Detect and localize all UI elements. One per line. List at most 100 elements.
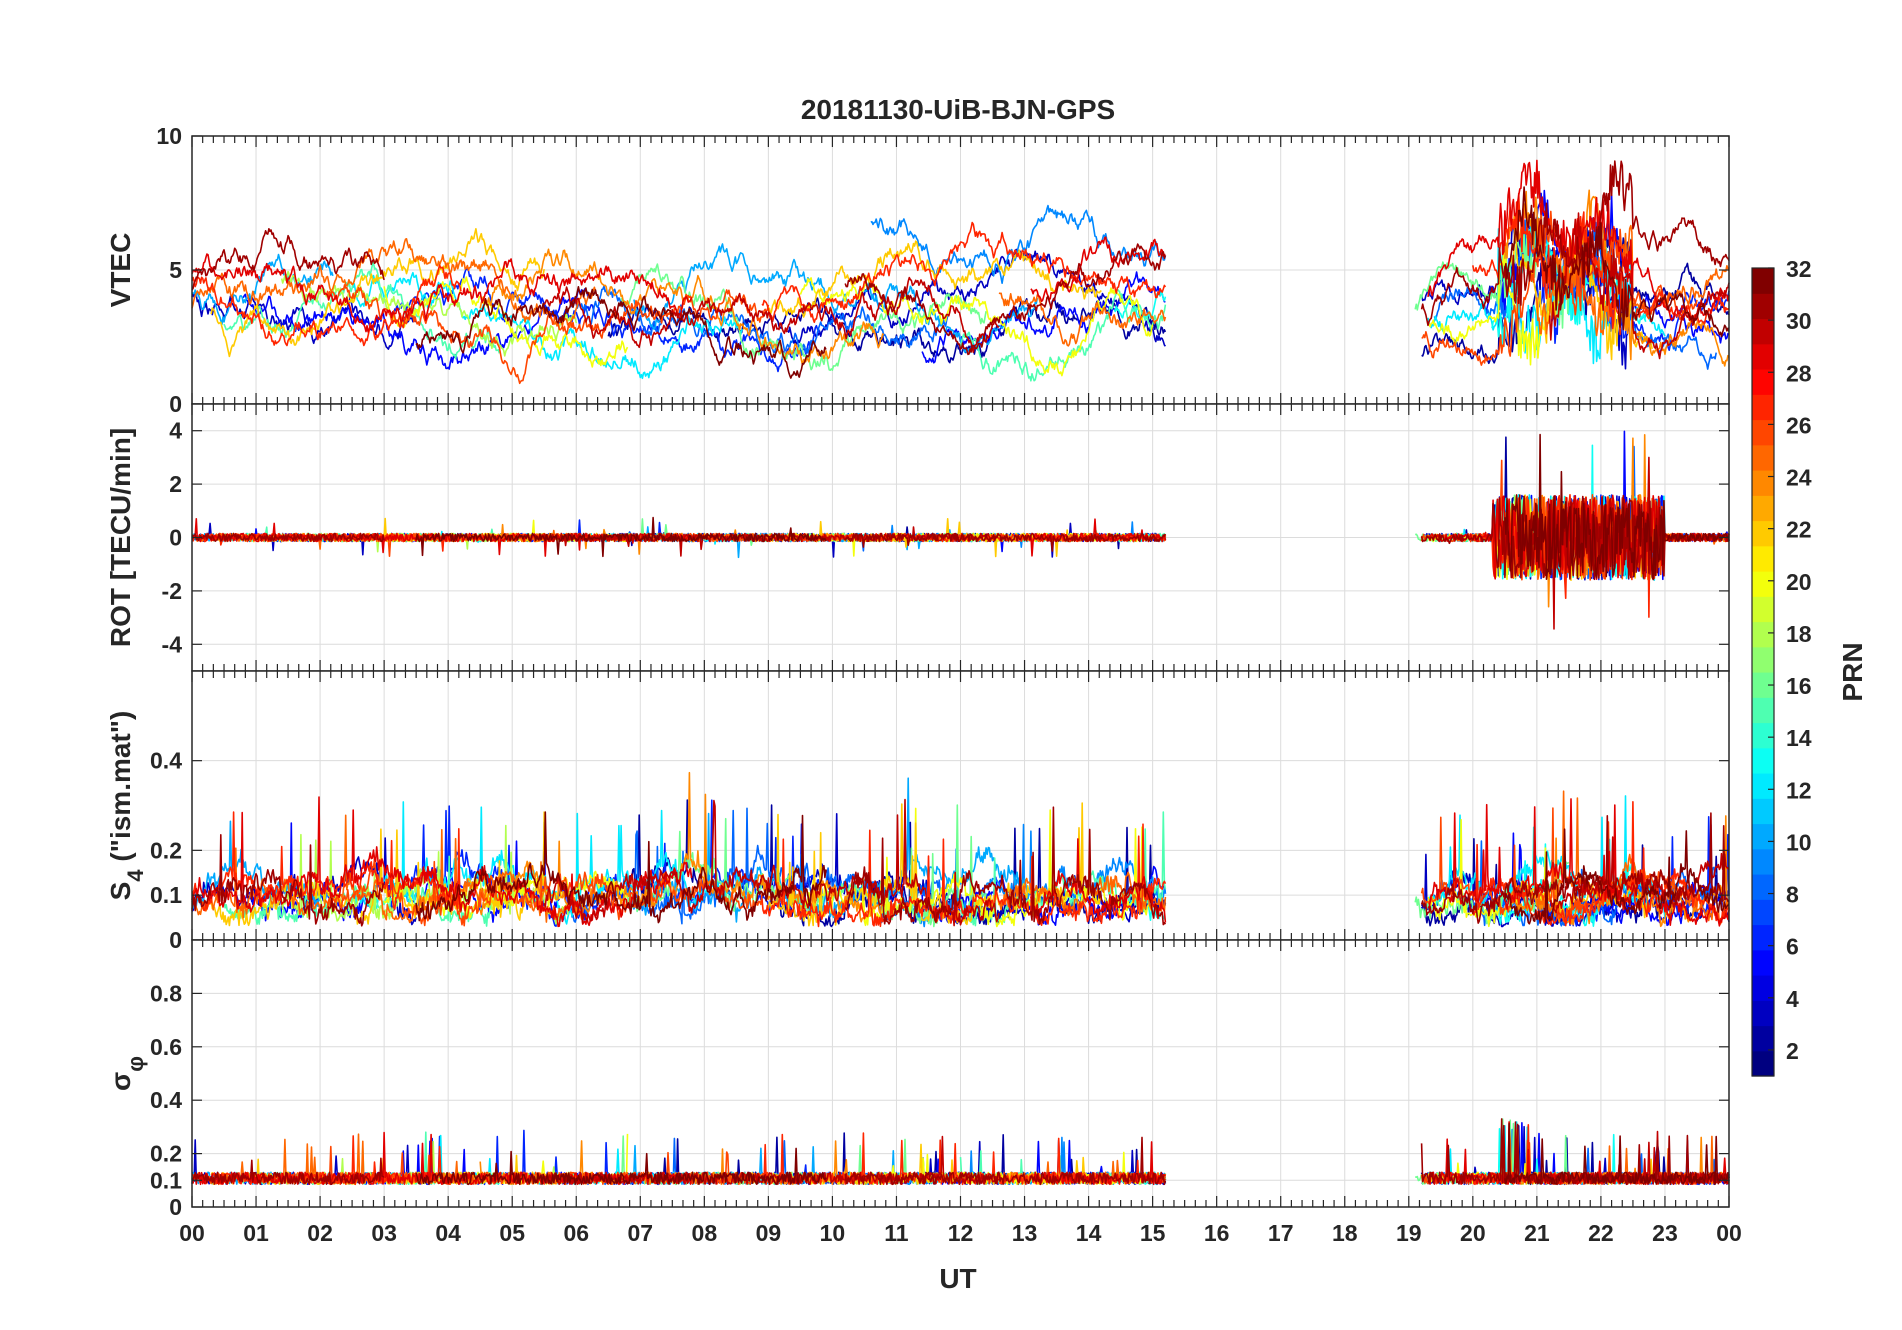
chart-title: 20181130-UiB-BJN-GPS: [801, 94, 1115, 125]
y-tick-label: -2: [162, 578, 182, 604]
y-tick-label: 0.2: [150, 837, 182, 863]
colorbar-tick-label: 30: [1786, 308, 1812, 334]
colorbar-swatch: [1752, 394, 1774, 421]
series-line-prn-15: [959, 287, 1167, 382]
series-line-prn-30: [543, 276, 1000, 354]
y-label-sub: 4: [123, 869, 148, 882]
x-tick-label: 00: [1716, 1220, 1742, 1246]
y-tick-label: 4: [169, 418, 182, 444]
x-tick-label: 15: [1140, 1220, 1166, 1246]
series-line-prn-32: [1504, 186, 1730, 338]
x-tick-label: 16: [1204, 1220, 1230, 1246]
y-axis-label: VTEC: [105, 233, 136, 308]
colorbar-tick-label: 26: [1786, 412, 1812, 438]
series-line-prn-20: [383, 276, 629, 368]
x-tick-label: 04: [435, 1220, 461, 1246]
colorbar-tick-label: 18: [1786, 621, 1812, 647]
colorbar-swatch: [1752, 949, 1774, 976]
series-line-prn-32: [1504, 828, 1730, 925]
y-tick-label: 0.1: [150, 1167, 182, 1193]
x-tick-label: 19: [1396, 1220, 1422, 1246]
x-tick-label: 00: [179, 1220, 205, 1246]
colorbar-swatch: [1752, 747, 1774, 774]
colorbar-swatch: [1752, 899, 1774, 926]
series-line-prn-27: [761, 532, 1167, 543]
colorbar-tick-label: 10: [1786, 829, 1812, 855]
series-line-prn-22: [767, 240, 1102, 318]
y-label-rest: ("ism.mat"): [105, 711, 136, 870]
panel-vtec: 0 5 10 VTEC: [105, 123, 1730, 417]
series-line-prn-29: [1030, 236, 1166, 303]
y-tick-label: 0.8: [150, 980, 182, 1006]
colorbar-tick-label: 8: [1786, 882, 1799, 908]
x-tick-label: 23: [1652, 1220, 1678, 1246]
y-tick-label: 0.6: [150, 1034, 182, 1060]
series-line-prn-29: [1030, 838, 1167, 923]
colorbar-tick-label: 14: [1786, 725, 1812, 751]
series-group: [191, 1118, 1730, 1186]
colorbar-swatch: [1752, 848, 1774, 875]
series-line-prn-31: [844, 1136, 1167, 1186]
x-tick-label: 07: [627, 1220, 653, 1246]
series-line-prn-12: [351, 271, 744, 380]
colorbar-swatch: [1752, 621, 1774, 648]
series-line-prn-20: [1427, 249, 1551, 366]
x-tick-label: 18: [1332, 1220, 1358, 1246]
series-line-prn-32: [1504, 433, 1730, 581]
y-tick-label: 0: [169, 1194, 182, 1220]
y-label-main: σ: [105, 1072, 136, 1091]
y-tick-label: 10: [156, 123, 182, 149]
colorbar-swatch: [1752, 874, 1774, 900]
colorbar-tick-label: 24: [1786, 465, 1812, 491]
colorbar-swatch: [1752, 975, 1774, 1001]
series-group: [191, 771, 1730, 928]
y-tick-label: 0.1: [150, 882, 182, 908]
colorbar-swatch: [1752, 268, 1774, 294]
series-line-prn-32: [415, 811, 827, 924]
series-line-prn-31: [844, 532, 1167, 552]
x-tick-label: 12: [948, 1220, 974, 1246]
grid: [192, 136, 1729, 404]
series-line-prn-31: [844, 243, 1167, 356]
y-axis-label: S4 ("ism.mat"): [105, 711, 148, 901]
x-tick-label: 13: [1012, 1220, 1038, 1246]
series-line-prn-31: [191, 532, 385, 543]
y-tick-label: 0: [169, 927, 182, 953]
colorbar-swatch: [1752, 369, 1774, 395]
colorbar-frame: [1751, 267, 1775, 1077]
panel-sigma: 00.10.2 0.4 0.6 0.8 σφ: [105, 939, 1730, 1220]
colorbar-tick-label: 32: [1786, 256, 1812, 282]
panel-rot: -4 -2 0 2 4 ROT [TECU/min]: [105, 403, 1730, 672]
colorbar-swatch: [1752, 1025, 1774, 1052]
colorbar-swatch: [1752, 1000, 1774, 1027]
y-tick-label: 5: [169, 257, 182, 283]
y-tick-label: 0.2: [150, 1141, 182, 1167]
colorbar-swatch: [1752, 823, 1774, 850]
y-tick-label: 0.4: [150, 1087, 182, 1113]
y-label-sub: φ: [123, 1056, 148, 1072]
series-line-prn-20: [799, 276, 1154, 377]
colorbar-swatch: [1752, 924, 1774, 951]
colorbar-swatch: [1752, 444, 1774, 471]
series-line-prn-26: [326, 858, 770, 927]
series-line-prn-31: [1420, 494, 1730, 581]
y-tick-label: 0: [169, 391, 182, 417]
series-line-prn-31: [844, 806, 1167, 926]
colorbar-tick-label: 4: [1786, 986, 1799, 1012]
y-axis-label: σφ: [105, 1056, 148, 1091]
colorbar-swatch: [1752, 495, 1774, 522]
series-line-prn-29: [191, 253, 693, 333]
x-tick-labels: 00 01 02 03 04 05 06 07 08 09 10 11 12 13 14 15 16 17 18 19…: [179, 1220, 1742, 1246]
series-line-prn-29: [192, 1131, 693, 1186]
series-line-prn-32: [1504, 1122, 1730, 1185]
y-axis-label: ROT [TECU/min]: [105, 428, 136, 647]
x-tick-label: 20: [1460, 1220, 1486, 1246]
colorbar-swatch: [1752, 672, 1774, 698]
series-line-prn-22: [210, 228, 545, 358]
x-ticks: [191, 404, 1730, 671]
x-ticks: [191, 136, 1730, 404]
series-line-prn-3: [786, 248, 1167, 347]
series-line-prn-31: [191, 833, 385, 927]
